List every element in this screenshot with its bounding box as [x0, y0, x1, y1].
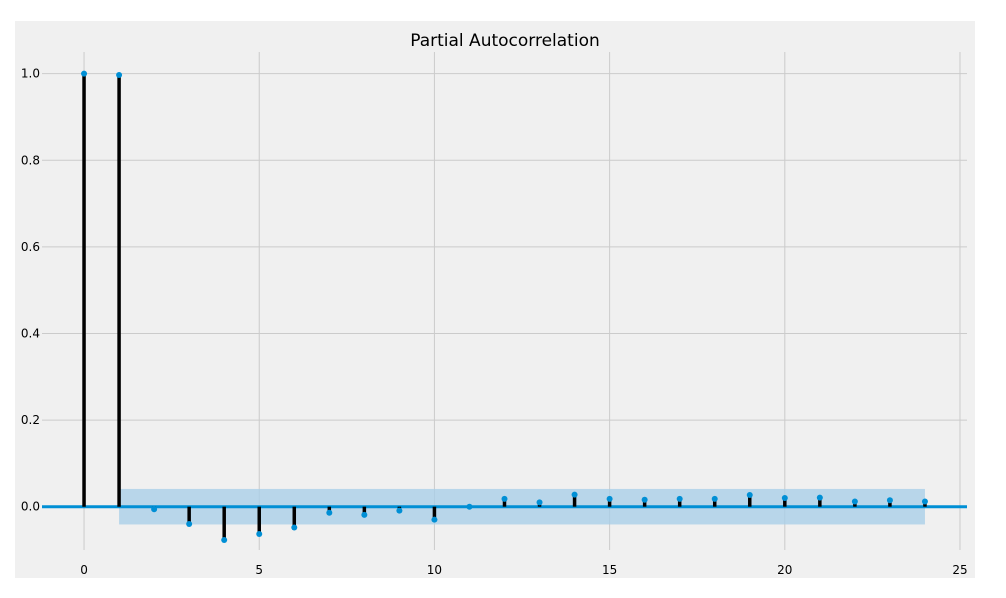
marker-layer [81, 70, 928, 544]
x-tick-label-5: 25 [952, 563, 967, 577]
marker-lag-6 [291, 524, 298, 531]
marker-lag-5 [256, 530, 263, 537]
x-tick-label-2: 10 [427, 563, 442, 577]
marker-lag-3 [186, 521, 193, 528]
marker-lag-19 [746, 492, 753, 499]
x-tick-label-3: 15 [602, 563, 617, 577]
x-tick-label-1: 5 [255, 563, 263, 577]
marker-lag-14 [571, 491, 578, 498]
y-tick-label-0: 0.0 [21, 500, 40, 514]
marker-lag-16 [641, 496, 648, 503]
marker-lag-13 [536, 499, 543, 506]
marker-lag-9 [396, 507, 403, 514]
axes-background [15, 21, 975, 578]
marker-lag-24 [921, 498, 928, 505]
x-tick-label-0: 0 [80, 563, 88, 577]
marker-lag-17 [676, 495, 683, 502]
chart-title: Partial Autocorrelation [410, 31, 600, 51]
marker-lag-4 [221, 537, 228, 544]
y-tick-label-4: 0.8 [21, 153, 40, 167]
marker-lag-2 [151, 506, 158, 513]
marker-lag-10 [431, 516, 438, 523]
y-tick-label-3: 0.6 [21, 240, 40, 254]
marker-lag-20 [781, 495, 788, 502]
marker-lag-7 [326, 509, 333, 516]
marker-lag-22 [851, 498, 858, 505]
y-tick-label-1: 0.2 [21, 413, 40, 427]
tick-label-layer: 0 5 10 15 20 25 0.0 0.2 0.4 0.6 0.8 1.0 [21, 67, 968, 577]
marker-lag-8 [361, 511, 368, 518]
marker-lag-12 [501, 495, 508, 502]
marker-lag-21 [816, 494, 823, 501]
y-tick-label-2: 0.4 [21, 326, 40, 340]
marker-lag-1 [116, 71, 123, 78]
y-tick-label-5: 1.0 [21, 67, 40, 81]
marker-lag-18 [711, 495, 718, 502]
marker-lag-23 [886, 497, 893, 504]
marker-lag-15 [606, 495, 613, 502]
marker-lag-0 [81, 70, 88, 77]
marker-lag-11 [466, 503, 473, 510]
x-tick-label-4: 20 [777, 563, 792, 577]
